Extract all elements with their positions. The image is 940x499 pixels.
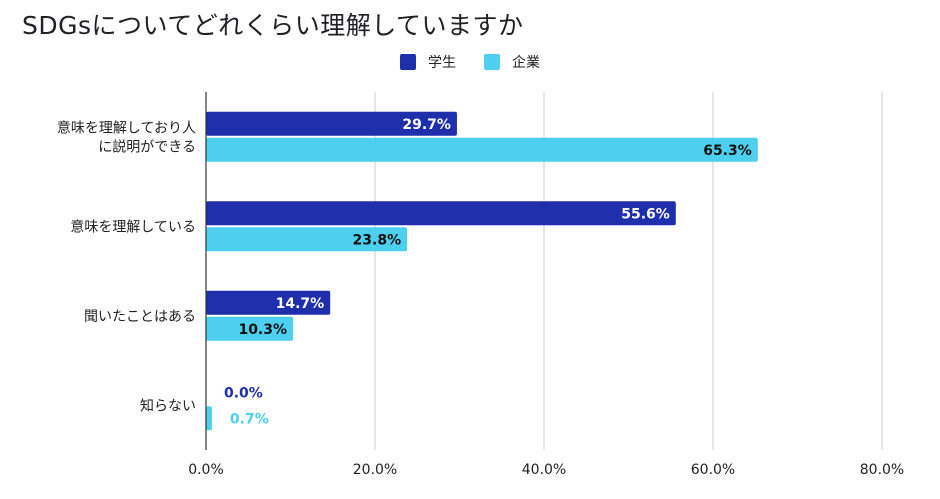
legend-swatch-student — [400, 54, 416, 70]
x-tick-label: 40.0% — [522, 462, 566, 478]
data-label: 0.7% — [230, 411, 269, 427]
category-label: 意味を理解しており人 — [57, 119, 196, 136]
legend-item-company: 企業 — [484, 52, 540, 72]
legend-label-student: 学生 — [428, 55, 456, 71]
bar-company — [206, 227, 408, 252]
data-label: 14.7% — [276, 296, 325, 312]
data-label: 29.7% — [402, 117, 451, 133]
category-label: 聞いたことはある — [84, 309, 196, 325]
category-label: 意味を理解している — [70, 218, 196, 235]
category-label: に説明ができる — [98, 139, 196, 155]
bar-student — [206, 290, 331, 315]
category-label: 知らない — [140, 397, 196, 414]
bar-company — [206, 316, 294, 341]
bar-student — [206, 111, 457, 136]
data-label: 0.0% — [224, 385, 263, 401]
x-tick-label: 20.0% — [353, 462, 397, 478]
legend: 学生 企業 — [0, 52, 940, 72]
data-label: 23.8% — [353, 232, 402, 248]
bar-company — [206, 406, 212, 431]
legend-swatch-company — [484, 54, 500, 70]
bar-student — [206, 201, 676, 226]
legend-label-company: 企業 — [512, 55, 540, 71]
bar-company — [206, 137, 758, 162]
x-tick-label: 80.0% — [860, 462, 904, 478]
x-tick-label: 0.0% — [188, 462, 224, 478]
data-label: 55.6% — [621, 206, 670, 222]
data-label: 65.3% — [703, 143, 752, 159]
data-label: 10.3% — [238, 322, 287, 338]
legend-item-student: 学生 — [400, 52, 456, 72]
chart-title: SDGsについてどれくらい理解していますか — [22, 11, 524, 40]
x-tick-label: 60.0% — [691, 462, 735, 478]
